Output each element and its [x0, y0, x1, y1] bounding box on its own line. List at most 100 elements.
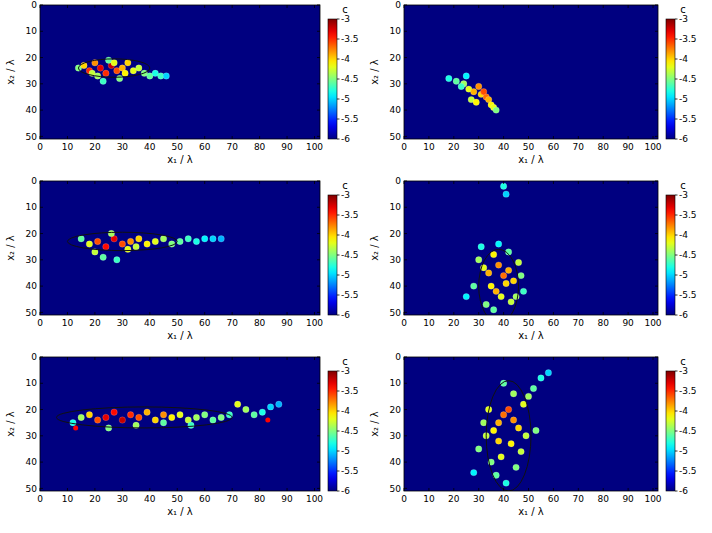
plume-cell: [498, 454, 504, 460]
x-tick: [578, 181, 579, 184]
plume-cell: [243, 406, 249, 412]
x-tick: [40, 181, 41, 184]
plume-cell: [510, 278, 516, 284]
y-tick: [40, 57, 43, 58]
colorbar-tick-label: -4: [679, 230, 688, 240]
plume-cell: [94, 238, 100, 244]
plume-cell: [259, 409, 265, 415]
y-tick: [40, 312, 43, 313]
colorbar-tick-label: -5: [679, 94, 688, 104]
x-tick: [40, 5, 41, 8]
y-tick: [40, 409, 43, 410]
y-tick-label: 30: [26, 79, 38, 89]
marker: [265, 418, 270, 423]
y-tick: [40, 110, 43, 111]
x-tick-label: 80: [254, 142, 266, 152]
plume-cell: [508, 441, 514, 447]
x-tick: [478, 181, 479, 184]
plot-background: [40, 5, 320, 139]
plume-cell: [127, 238, 133, 244]
x-tick-label: 30: [473, 494, 485, 504]
x-tick: [528, 357, 529, 360]
y-tick: [404, 488, 407, 489]
x-tick-label: 30: [117, 142, 129, 152]
x-tick: [149, 5, 150, 8]
x-tick: [314, 357, 315, 360]
plot-background: [40, 181, 320, 315]
colorbar-title: c: [680, 4, 686, 15]
y-tick: [404, 357, 407, 358]
y-tick: [655, 181, 658, 182]
y-tick-label: 40: [390, 105, 402, 115]
y-tick: [317, 57, 320, 58]
plume-cell: [152, 238, 158, 244]
colorbar-tick-label: -5.5: [679, 114, 697, 124]
y-tick-label: 30: [26, 255, 38, 265]
plot-area: [471, 370, 552, 491]
x-tick: [67, 488, 68, 491]
y-tick-label: 40: [26, 281, 38, 291]
colorbar-tick-label: -3.5: [679, 386, 697, 396]
x-tick-label: 90: [622, 494, 634, 504]
x-tick-label: 50: [172, 142, 184, 152]
y-tick-label: 0: [395, 352, 401, 362]
x-tick-label: 90: [281, 318, 293, 328]
plot-frame: [404, 357, 658, 491]
colorbar-tick-label: -3.5: [679, 34, 697, 44]
colorbar-tick-label: -4.5: [679, 74, 697, 84]
x-tick: [503, 136, 504, 139]
plume-cell: [169, 414, 175, 420]
x-tick-label: 40: [144, 494, 156, 504]
plume-cell: [518, 272, 524, 278]
plume-cell: [70, 419, 76, 425]
x-tick: [553, 357, 554, 360]
colorbar-tick: [675, 371, 678, 372]
x-tick: [287, 312, 288, 315]
colorbar-tick: [675, 79, 678, 80]
plume-cell: [108, 230, 114, 236]
x-tick: [603, 136, 604, 139]
y-tick-label: 50: [390, 308, 402, 318]
y-tick-label: 0: [395, 0, 401, 10]
plume-cell: [136, 414, 142, 420]
plume-cell: [202, 236, 208, 242]
x-tick: [259, 5, 260, 8]
colorbar-tick: [337, 195, 340, 196]
colorbar-tick: [675, 315, 678, 316]
y-tick: [40, 233, 43, 234]
y-tick: [404, 181, 407, 182]
y-tick: [655, 110, 658, 111]
colorbar-title: c: [680, 356, 686, 367]
y-tick: [404, 435, 407, 436]
x-tick: [453, 5, 454, 8]
x-tick: [122, 181, 123, 184]
colorbar: [666, 19, 675, 139]
x-tick: [287, 136, 288, 139]
y-tick-label: 50: [26, 484, 38, 494]
x-tick: [578, 357, 579, 360]
plume-cell: [495, 419, 501, 425]
x-axis-title: x₁ / λ: [167, 330, 193, 341]
x-tick-label: 80: [597, 142, 609, 152]
colorbar-tick-label: -3: [341, 366, 350, 376]
plume-cell: [478, 243, 484, 249]
colorbar-tick: [337, 471, 340, 472]
colorbar-tick: [337, 491, 340, 492]
plume-cell: [533, 427, 539, 433]
x-tick: [404, 181, 405, 184]
plume-cell: [144, 409, 150, 415]
y-tick: [317, 207, 320, 208]
x-tick-label: 20: [89, 494, 101, 504]
colorbar: [328, 195, 337, 315]
x-tick-label: 80: [254, 494, 266, 504]
x-tick: [177, 312, 178, 315]
colorbar-tick: [337, 215, 340, 216]
y-tick: [404, 136, 407, 137]
plume-cell: [495, 262, 501, 268]
plume-cell: [503, 191, 509, 197]
colorbar-title: c: [342, 4, 348, 15]
plume-cell: [97, 65, 103, 71]
y-tick: [655, 409, 658, 410]
x-tick-label: 70: [573, 494, 585, 504]
x-tick: [653, 181, 654, 184]
